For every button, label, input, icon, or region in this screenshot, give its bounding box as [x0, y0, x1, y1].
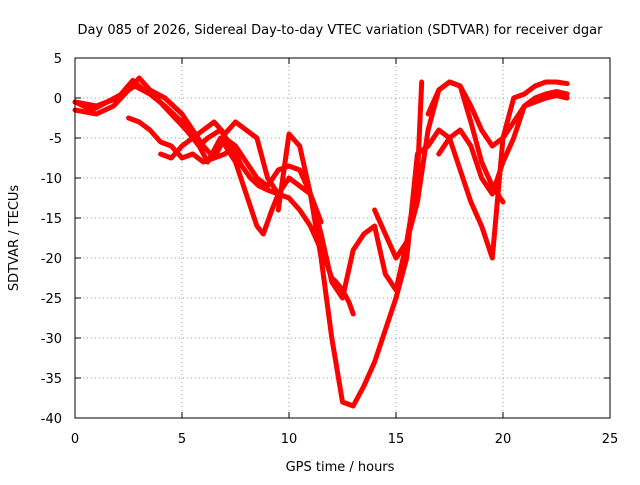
y-tick-label: -25: [41, 292, 62, 307]
data-series: [75, 78, 567, 406]
y-tick-label: -20: [41, 252, 62, 267]
y-axis-label: SDTVAR / TECUs: [7, 185, 22, 292]
y-tick-label: -40: [41, 412, 62, 427]
y-tick-label: -15: [41, 212, 62, 227]
y-tick-label: -30: [41, 332, 62, 347]
axis-ticks: 0 5 10 15 20 25 5 0 -5 -10 -15 -20 -25 -30 -35 -40: [41, 52, 619, 447]
x-tick-label: 5: [178, 432, 186, 447]
x-axis-label: GPS time / hours: [286, 460, 395, 475]
y-tick-label: -5: [49, 132, 62, 147]
series-track-3: [75, 78, 396, 406]
x-tick-label: 15: [388, 432, 405, 447]
y-tick-label: -35: [41, 372, 62, 387]
series-track-6: [278, 82, 421, 298]
y-tick-label: 5: [54, 52, 62, 67]
grid-lines: [75, 58, 610, 418]
y-tick-label: 0: [54, 92, 62, 107]
x-tick-label: 10: [281, 432, 298, 447]
x-tick-label: 0: [71, 432, 79, 447]
plot-frame: [75, 58, 610, 418]
sdtvar-chart: Day 085 of 2026, Sidereal Day-to-day VTE…: [0, 0, 640, 480]
y-tick-label: -10: [41, 172, 62, 187]
chart-title: Day 085 of 2026, Sidereal Day-to-day VTE…: [78, 23, 604, 38]
chart-svg: Day 085 of 2026, Sidereal Day-to-day VTE…: [0, 0, 640, 480]
x-tick-label: 25: [602, 432, 619, 447]
x-tick-label: 20: [495, 432, 512, 447]
